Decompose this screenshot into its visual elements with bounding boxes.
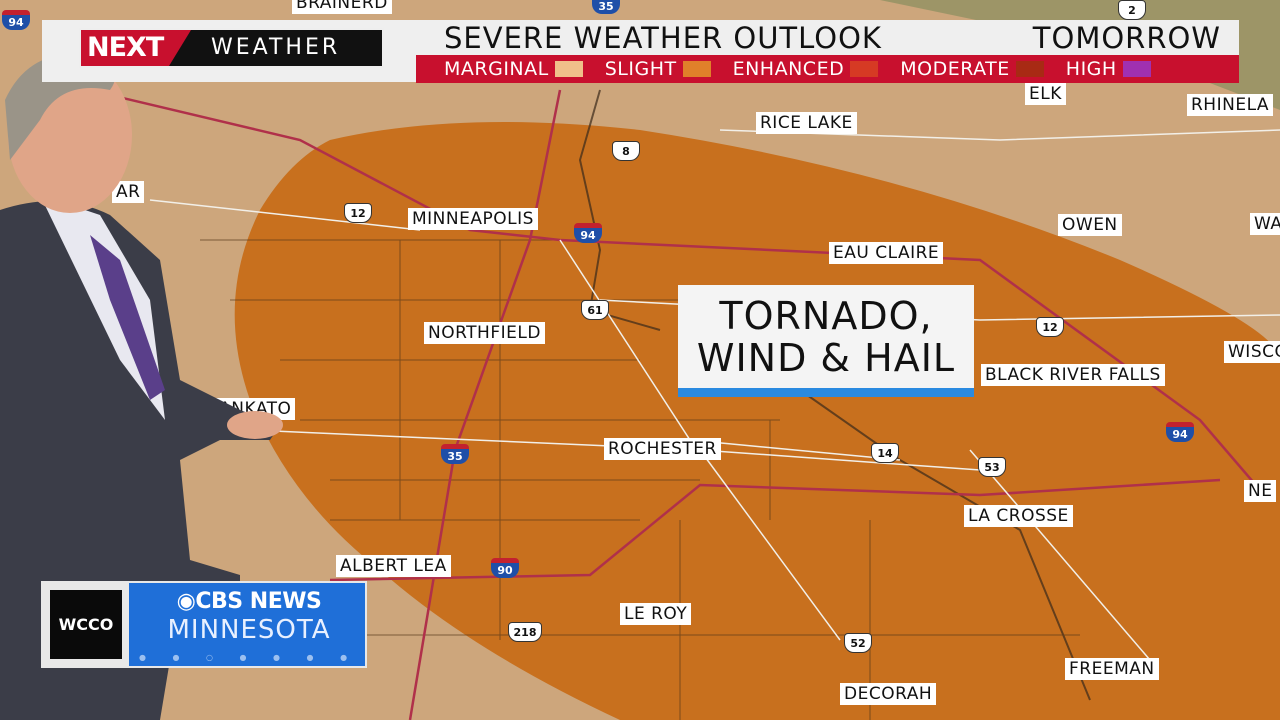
legend-item-marginal: MARGINAL xyxy=(444,58,583,80)
next-logo-text: NEXT xyxy=(81,30,191,66)
legend-swatch xyxy=(1122,61,1151,77)
city-label: ELK xyxy=(1025,83,1066,105)
next-weather-logo: NEXT WEATHER xyxy=(79,28,384,68)
risk-legend: MARGINAL SLIGHT ENHANCED MODERATE HIGH xyxy=(416,55,1239,83)
legend-label: ENHANCED xyxy=(732,58,845,80)
city-label: NE xyxy=(1244,480,1277,502)
carousel-dots: ● ● ○ ● ● ● ● xyxy=(138,653,360,662)
city-label: LE ROY xyxy=(620,603,692,625)
legend-item-high: HIGH xyxy=(1066,58,1151,80)
city-label: WISCO xyxy=(1224,341,1280,363)
wcco-logo-text: WCCO xyxy=(50,590,122,659)
city-label: ALBERT LEA xyxy=(336,555,451,577)
city-label: BRAINERD xyxy=(292,0,392,14)
city-label: EAU CLAIRE xyxy=(829,242,944,264)
legend-label: SLIGHT xyxy=(604,58,677,80)
legend-swatch xyxy=(1015,61,1044,77)
legend-swatch xyxy=(554,61,583,77)
city-label: LA CROSSE xyxy=(964,505,1073,527)
interstate-shield: 90 xyxy=(491,558,519,578)
highway-shield: 12 xyxy=(344,203,372,223)
legend-label: HIGH xyxy=(1065,58,1117,80)
interstate-shield: 35 xyxy=(592,0,620,14)
highway-shield: 61 xyxy=(581,300,609,320)
interstate-shield: 94 xyxy=(2,10,30,30)
network-name: CBS NEWS xyxy=(195,589,322,614)
cbs-eye-icon: ◉ xyxy=(176,589,196,614)
highway-shield: 53 xyxy=(978,457,1006,477)
city-label: AR xyxy=(112,181,145,203)
interstate-shield: 35 xyxy=(441,444,469,464)
legend-swatch xyxy=(850,61,879,77)
callout-line-2: WIND & HAIL xyxy=(696,336,956,380)
legend-swatch xyxy=(682,61,711,77)
header-banner: NEXT WEATHER SEVERE WEATHER OUTLOOK TOMO… xyxy=(42,20,1239,83)
interstate-shield: 94 xyxy=(574,223,602,243)
highway-shield: 218 xyxy=(508,622,542,642)
city-label: RICE LAKE xyxy=(756,112,857,134)
highway-shield: 8 xyxy=(612,141,640,161)
cbs-news-logo: ◉CBS NEWS xyxy=(133,589,365,614)
page-title: SEVERE WEATHER OUTLOOK xyxy=(444,21,882,55)
city-label: WA xyxy=(1250,213,1280,235)
legend-item-moderate: MODERATE xyxy=(900,58,1044,80)
city-label: DECORAH xyxy=(840,683,937,705)
city-label: BLACK RIVER FALLS xyxy=(981,364,1165,386)
legend-label: MARGINAL xyxy=(444,58,549,80)
highway-shield: 14 xyxy=(871,443,899,463)
city-label: ROCHESTER xyxy=(604,438,721,460)
city-label: MINNEAPOLIS xyxy=(408,208,538,230)
weather-logo-text: WEATHER xyxy=(211,35,341,60)
station-bug: WCCO ◉CBS NEWS MINNESOTA ● ● ○ ● ● ● ● xyxy=(41,581,367,668)
highway-shield: 52 xyxy=(844,633,872,653)
legend-item-enhanced: ENHANCED xyxy=(733,58,879,80)
timeframe-label: TOMORROW xyxy=(1032,21,1221,55)
hazard-callout: TORNADO, WIND & HAIL xyxy=(678,285,974,397)
city-label: OWEN xyxy=(1058,214,1122,236)
legend-label: MODERATE xyxy=(900,58,1010,80)
callout-line-1: TORNADO, xyxy=(719,294,933,338)
city-label: FREEMAN xyxy=(1065,658,1159,680)
city-label: NORTHFIELD xyxy=(424,322,545,344)
legend-item-slight: SLIGHT xyxy=(605,58,711,80)
highway-shield: 2 xyxy=(1118,0,1146,20)
wcco-logo: WCCO xyxy=(43,583,129,666)
highway-shield: 12 xyxy=(1036,317,1064,337)
city-label: RHINELA xyxy=(1187,94,1274,116)
region-name: MINNESOTA xyxy=(167,615,331,645)
interstate-shield: 94 xyxy=(1166,422,1194,442)
